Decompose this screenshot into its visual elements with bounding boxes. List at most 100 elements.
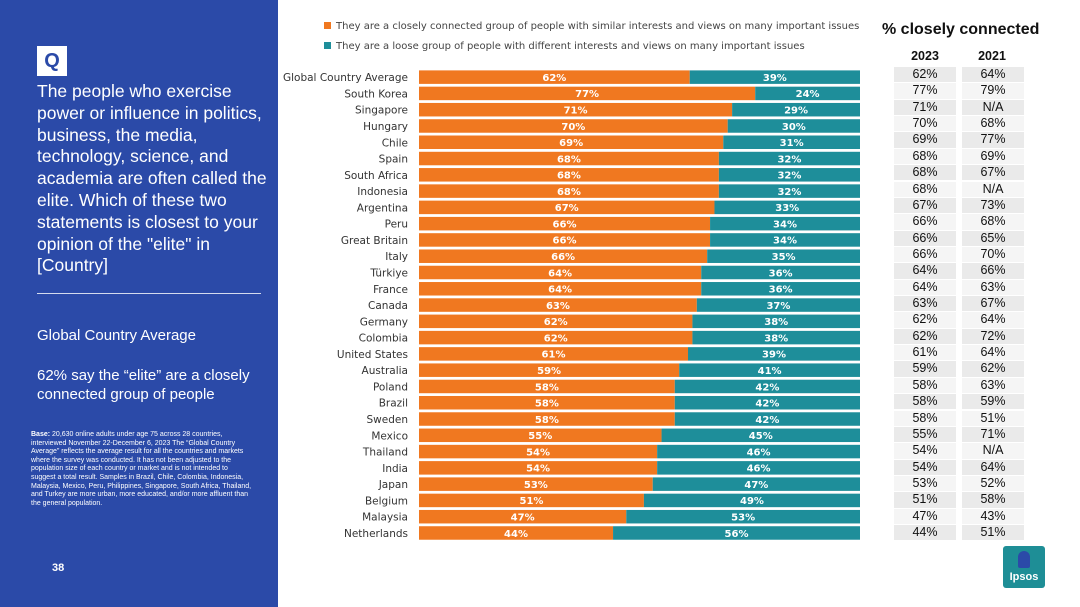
category-label-malaysia: Malaysia (362, 512, 408, 524)
data-label-closely-great-britain: 66% (553, 236, 577, 247)
data-label-loose-brazil: 42% (755, 399, 779, 410)
bar-loose-global-country-average (689, 70, 860, 84)
data-label-closely-france: 64% (548, 285, 572, 296)
bar-closely-japan (419, 477, 653, 491)
table-cell-2021-chile: 77% (962, 132, 1024, 148)
bar-loose-italy (707, 249, 860, 263)
question-badge: Q (37, 46, 67, 76)
bar-closely-singapore (419, 102, 733, 117)
category-label-mexico: Mexico (371, 430, 408, 442)
category-label-chile: Chile (382, 137, 408, 149)
table-cell-2023-t-rkiye: 64% (894, 263, 956, 279)
table-cell-2023-belgium: 51% (894, 492, 956, 508)
data-label-loose-south-korea: 24% (796, 89, 820, 100)
category-label-indonesia: Indonesia (357, 186, 408, 198)
table-cell-2021-hungary: 68% (962, 116, 1024, 132)
table-cell-2021-italy: 70% (962, 246, 1024, 263)
data-label-closely-spain: 68% (557, 154, 581, 165)
table-cell-2023-great-britain: 66% (894, 230, 956, 246)
bar-loose-sweden (674, 412, 860, 426)
data-label-loose-global-country-average: 39% (763, 73, 787, 84)
category-label-united-states: United States (337, 349, 408, 361)
data-label-closely-sweden: 58% (535, 415, 559, 426)
data-label-loose-spain: 32% (777, 154, 801, 165)
base-label: Base: (31, 431, 51, 438)
table-cell-2023-india: 54% (894, 459, 956, 475)
data-label-closely-argentina: 67% (555, 203, 579, 214)
data-label-loose-poland: 42% (755, 382, 779, 393)
legend-swatch-closely (324, 21, 331, 29)
category-label-thailand: Thailand (362, 447, 408, 459)
table-cell-2023-australia: 59% (894, 361, 956, 377)
table-cell-2021-colombia: 72% (962, 328, 1024, 345)
bar-closely-peru (419, 216, 711, 231)
bar-loose-singapore (732, 102, 860, 117)
bar-closely-netherlands (419, 526, 614, 540)
bar-closely-argentina (419, 200, 715, 215)
bar-closely-italy (419, 249, 708, 263)
table-cell-2021-peru: 68% (962, 214, 1024, 230)
table-cell-2021-brazil: 59% (962, 394, 1024, 410)
category-label-germany: Germany (360, 316, 408, 328)
table-cell-2023-thailand: 54% (894, 443, 956, 459)
table-cell-2021-australia: 62% (962, 361, 1024, 377)
category-label-colombia: Colombia (359, 333, 408, 345)
table-cell-2021-united-states: 64% (962, 345, 1024, 361)
table-cell-2023-chile: 69% (894, 132, 956, 148)
bar-closely-t-rkiye (419, 265, 702, 280)
table-cell-2023-france: 64% (894, 279, 956, 295)
table-cell-2023-united-states: 61% (894, 345, 956, 361)
bar-loose-france (701, 282, 860, 296)
data-label-closely-south-africa: 68% (557, 171, 581, 182)
table-cell-2021-japan: 52% (962, 476, 1024, 492)
data-label-loose-south-africa: 32% (777, 171, 801, 182)
table-cell-2023-spain: 68% (894, 148, 956, 165)
table-cell-2023-argentina: 67% (894, 197, 956, 214)
table-cell-2023-hungary: 70% (894, 116, 956, 132)
data-label-closely-italy: 66% (551, 252, 575, 263)
gca-title: Global Country Average (37, 327, 196, 344)
ipsos-logo: Ipsos (1003, 546, 1045, 588)
data-label-closely-united-states: 61% (542, 350, 566, 361)
data-label-loose-thailand: 46% (747, 447, 771, 458)
category-label-singapore: Singapore (355, 105, 408, 117)
table-cell-2021-thailand: N/A (962, 443, 1024, 459)
bar-closely-colombia (419, 330, 693, 345)
col-header-2023: 2023 (911, 49, 939, 63)
data-label-loose-colombia: 38% (764, 333, 788, 344)
table-cell-2023-poland: 58% (894, 377, 956, 394)
data-label-loose-germany: 38% (764, 317, 788, 328)
bar-loose-canada (696, 298, 860, 312)
data-label-closely-brazil: 58% (535, 399, 559, 410)
bar-loose-brazil (674, 395, 860, 410)
category-label-sweden: Sweden (367, 414, 409, 426)
logo-mark (1018, 551, 1030, 568)
bar-closely-australia (419, 363, 680, 377)
bar-loose-colombia (692, 330, 860, 345)
bar-loose-argentina (714, 200, 860, 215)
data-label-closely-malaysia: 47% (511, 513, 535, 524)
table-cell-2023-mexico: 55% (894, 426, 956, 443)
bar-closely-hungary (419, 119, 728, 133)
data-label-loose-belgium: 49% (740, 496, 764, 507)
data-label-closely-indonesia: 68% (557, 187, 581, 198)
bar-closely-germany (419, 314, 693, 329)
data-label-closely-germany: 62% (544, 317, 568, 328)
bar-closely-malaysia (419, 509, 627, 524)
data-label-loose-indonesia: 32% (777, 187, 801, 198)
category-label-hungary: Hungary (363, 121, 408, 133)
bar-closely-india (419, 461, 658, 475)
table-cell-2023-malaysia: 47% (894, 508, 956, 525)
data-label-closely-global-country-average: 62% (542, 73, 566, 84)
bar-loose-peru (710, 216, 860, 231)
bar-closely-indonesia (419, 184, 719, 198)
table-cell-2023-germany: 62% (894, 312, 956, 328)
data-label-loose-australia: 41% (758, 366, 782, 377)
table-cell-2021-indonesia: N/A (962, 181, 1024, 197)
bar-loose-india (657, 461, 860, 475)
category-label-argentina: Argentina (357, 202, 408, 214)
bar-loose-poland (674, 379, 860, 394)
category-label-spain: Spain (379, 154, 408, 166)
data-label-closely-south-korea: 77% (575, 89, 599, 100)
bar-loose-chile (723, 135, 860, 150)
